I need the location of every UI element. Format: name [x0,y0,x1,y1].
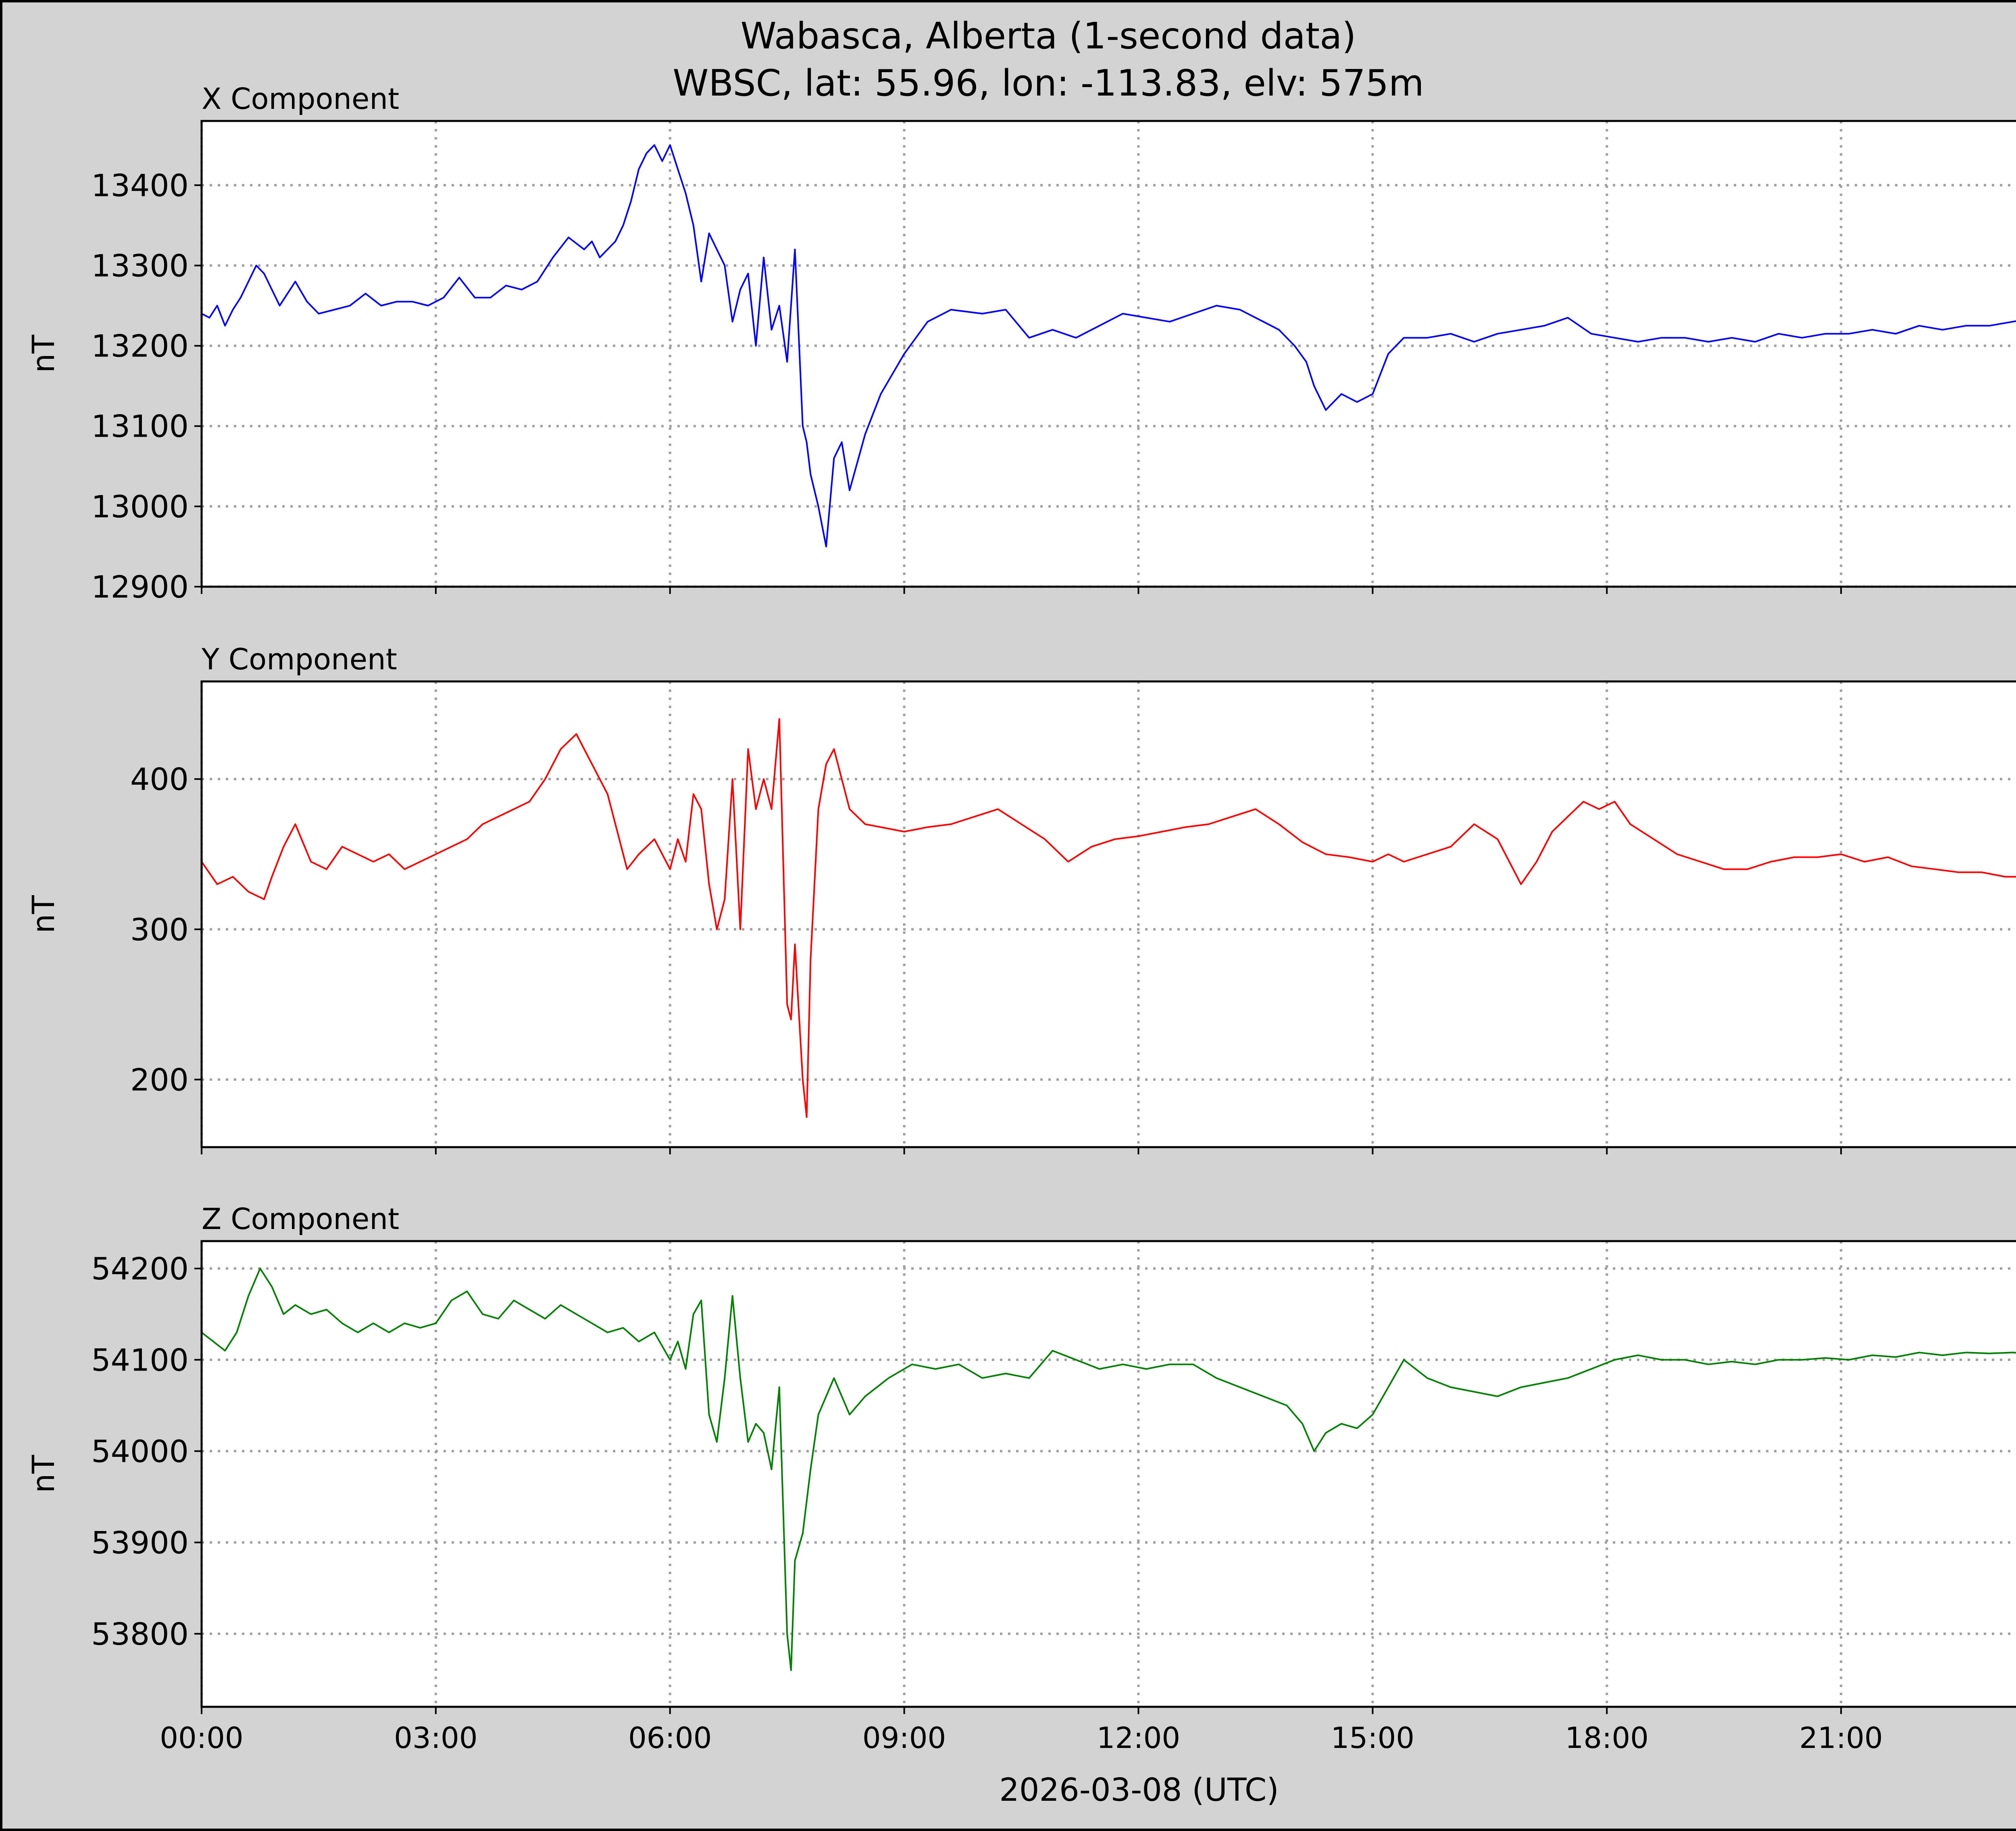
panel-title-z: Z Component [202,1202,399,1236]
ytick-label-x-3: 13200 [91,328,189,364]
x-axis-label: 2026-03-08 (UTC) [999,1772,1279,1808]
panel-title-x: X Component [202,82,399,116]
ytick-label-z-4: 54200 [91,1251,189,1287]
xtick-label-7: 21:00 [1799,1721,1883,1755]
figure-title-line2: WBSC, lat: 55.96, lon: -113.83, elv: 575… [673,62,1424,104]
plot-area-x [202,121,2016,587]
xtick-label-4: 12:00 [1097,1721,1181,1755]
series-line-x [201,144,2016,548]
figure-title-line1: Wabasca, Alberta (1-second data) [741,15,1356,57]
ytick-label-x-4: 13300 [91,248,189,283]
panels-group: 12900 13000 13100 13200 13300 13400 X Componen… [25,82,2016,1755]
series-line-y [201,718,2016,1118]
plot-area-z [202,1241,2016,1707]
ytick-label-y-0: 200 [130,1062,189,1098]
ytick-label-y-2: 400 [130,761,189,797]
ytick-label-x-0: 12900 [91,569,189,605]
xtick-label-1: 03:00 [394,1721,478,1755]
panel-title-y: Y Component [201,642,397,676]
xtick-label-5: 15:00 [1331,1721,1415,1755]
series-line-z [201,1267,2016,1671]
ytick-label-x-5: 13400 [91,167,189,203]
y-axis-label-z: nT [25,1455,61,1493]
panel-y: 200 300 400 Y Component nT [25,642,2016,1154]
ytick-label-y-1: 300 [130,912,189,948]
panel-z: 53800 53900 54000 54100 54200 00:00 03:00 06:00… [25,1202,2016,1755]
xtick-label-0: 00:00 [160,1721,244,1755]
panel-x: 12900 13000 13100 13200 13300 13400 X Componen… [25,82,2016,605]
y-axis-label-y: nT [25,895,61,933]
y-axis-label-x: nT [25,335,61,373]
xtick-label-6: 18:00 [1565,1721,1649,1755]
ytick-label-x-2: 13100 [91,408,189,444]
ytick-label-z-3: 54100 [91,1342,189,1378]
xtick-label-3: 09:00 [862,1721,946,1755]
ytick-label-z-2: 54000 [91,1433,189,1469]
plot-area-y [202,681,2016,1147]
ytick-label-z-0: 53800 [91,1616,189,1652]
xtick-label-2: 06:00 [628,1721,712,1755]
ytick-label-z-1: 53900 [91,1525,189,1560]
ytick-label-x-1: 13000 [91,489,189,525]
